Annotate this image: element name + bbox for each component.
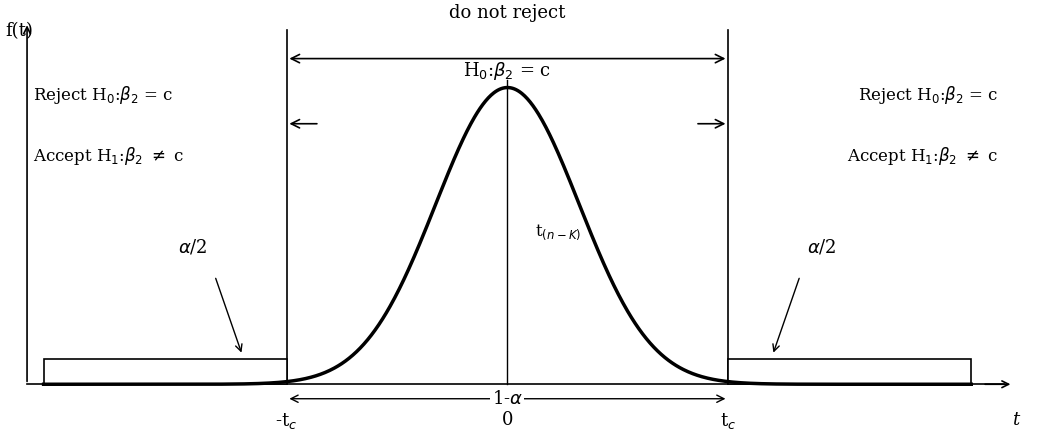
Text: t$_{(n-K)}$: t$_{(n-K)}$ [536,222,582,242]
Bar [44,359,286,384]
Text: do not reject: do not reject [450,4,566,22]
Text: 0: 0 [502,411,514,429]
Text: f(t): f(t) [5,22,34,41]
Text: t$_c$: t$_c$ [720,411,737,432]
Text: Reject H$_0$:$\beta_2$ = c: Reject H$_0$:$\beta_2$ = c [32,84,173,106]
Text: t: t [1011,411,1019,429]
Text: Reject H$_0$:$\beta_2$ = c: Reject H$_0$:$\beta_2$ = c [858,84,999,106]
Text: -t$_c$: -t$_c$ [276,411,298,432]
Text: Accept H$_1$:$\beta_2$ $\neq$ c: Accept H$_1$:$\beta_2$ $\neq$ c [32,145,184,167]
Text: $\alpha$/2: $\alpha$/2 [178,237,208,256]
Bar [728,359,971,384]
Text: 1-$\alpha$: 1-$\alpha$ [492,390,523,408]
Text: Accept H$_1$:$\beta_2$ $\neq$ c: Accept H$_1$:$\beta_2$ $\neq$ c [848,145,999,167]
Text: H$_0$:$\beta_2$ = c: H$_0$:$\beta_2$ = c [463,60,551,83]
Text: $\alpha$/2: $\alpha$/2 [807,237,837,256]
